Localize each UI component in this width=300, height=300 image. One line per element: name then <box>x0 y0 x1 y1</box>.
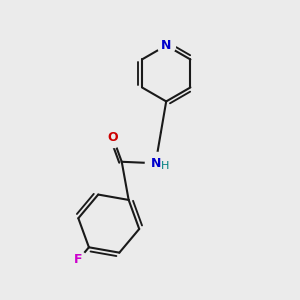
Text: H: H <box>161 160 169 171</box>
Text: N: N <box>150 157 161 170</box>
Text: N: N <box>161 39 171 52</box>
Text: O: O <box>108 131 118 144</box>
Text: F: F <box>74 253 83 266</box>
